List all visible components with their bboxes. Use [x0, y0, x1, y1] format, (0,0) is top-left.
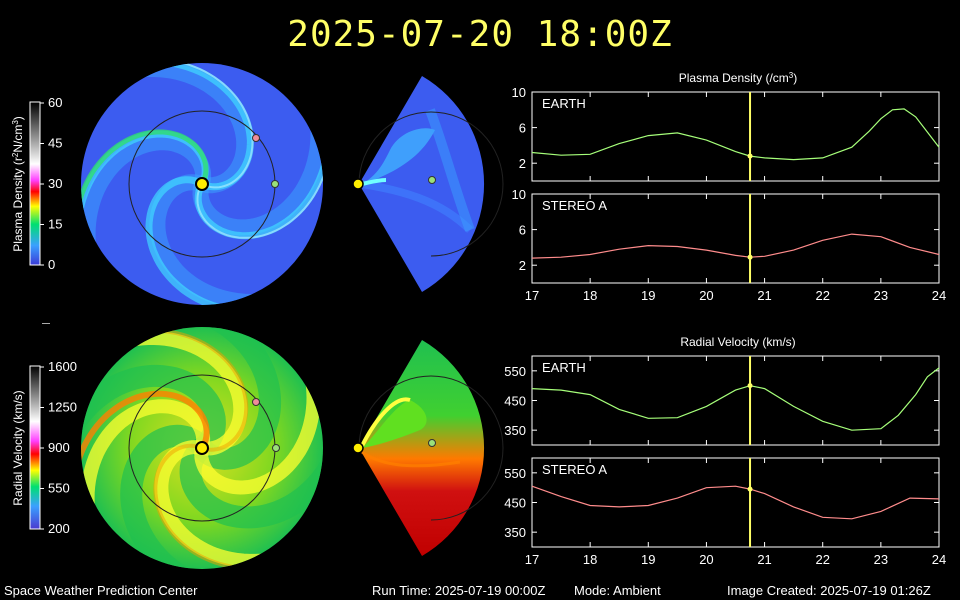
earth-marker: [428, 439, 436, 447]
spiral-arm: [145, 176, 290, 305]
panel-label: EARTH: [542, 360, 586, 375]
colorbar-tick-label: 0: [48, 257, 55, 272]
velocity-chart-title: Radial Velocity (km/s): [680, 335, 795, 349]
current-value-point: [747, 153, 753, 159]
y-tick-label: 10: [512, 187, 526, 202]
timeseries-panel: [531, 193, 940, 284]
x-tick-label: 23: [874, 288, 888, 303]
x-tick-label: 20: [699, 288, 713, 303]
footer-org: Space Weather Prediction Center: [4, 583, 198, 598]
y-tick-label: 450: [504, 496, 526, 511]
sun-icon: [195, 441, 209, 455]
density-colorbar-label: Plasma Density (r2N/cm3): [11, 116, 25, 252]
panel-label: EARTH: [542, 96, 586, 111]
timeseries-panel: [531, 355, 940, 446]
timeseries-panel: [531, 457, 940, 548]
spiral-arm: [81, 129, 209, 274]
y-tick-label: 550: [504, 364, 526, 379]
x-tick-label: 22: [815, 552, 829, 567]
colorbar-tick-label: 30: [48, 176, 62, 191]
separator-mark: [42, 323, 50, 324]
y-tick-label: 2: [519, 258, 526, 273]
colorbar-tick-label: 1600: [48, 359, 77, 374]
spiral-arm: [196, 101, 323, 239]
density-colorbar: 60 45 30 15 0 Plasma Density (r2N/cm3): [11, 95, 62, 272]
velocity-colorbar: 1600 1250 900 550 200 Radial Velocity (km/s): [11, 359, 77, 536]
timeseries-panel: [531, 91, 940, 182]
colorbar-tick-label: 550: [48, 481, 70, 496]
y-tick-label: 450: [504, 394, 526, 409]
colorbar-tick-label: 200: [48, 521, 70, 536]
y-tick-label: 350: [504, 525, 526, 540]
panel-label: STEREO A: [542, 198, 607, 213]
y-tick-label: 10: [512, 85, 526, 100]
series-line: [531, 108, 940, 161]
colorbar-tick-label: 900: [48, 440, 70, 455]
velocity-colorbar-label: Radial Velocity (km/s): [11, 390, 25, 505]
footer-mode: Mode: Ambient: [574, 583, 661, 598]
x-tick-label: 21: [757, 552, 771, 567]
x-tick-label: 23: [874, 552, 888, 567]
series-line: [531, 367, 940, 431]
stereo-a-marker: [252, 398, 260, 406]
sun-icon: [352, 442, 364, 454]
density-ecliptic-disk: [81, 63, 323, 305]
series-line: [531, 233, 940, 259]
colorbar-tick-label: 15: [48, 217, 62, 232]
x-tick-label: 21: [757, 288, 771, 303]
density-chart-title: Plasma Density (/cm3): [679, 71, 797, 85]
velocity-meridional-wedge: [352, 340, 504, 556]
y-tick-label: 6: [519, 223, 526, 238]
y-tick-label: 6: [519, 121, 526, 136]
x-tick-label: 17: [525, 288, 539, 303]
panel-label: STEREO A: [542, 462, 607, 477]
x-tick-label: 24: [932, 288, 946, 303]
spiral-arm: [179, 403, 323, 529]
y-tick-label: 350: [504, 423, 526, 438]
earth-marker: [428, 176, 436, 184]
x-tick-label: 17: [525, 552, 539, 567]
x-tick-label: 24: [932, 552, 946, 567]
spiral-arm: [81, 390, 210, 532]
footer-created: Image Created: 2025-07-19 01:26Z: [727, 583, 931, 598]
sun-icon: [352, 178, 364, 190]
current-value-point: [747, 383, 753, 389]
x-tick-label: 19: [641, 288, 655, 303]
velocity-ecliptic-disk: [81, 327, 323, 569]
y-tick-label: 2: [519, 156, 526, 171]
current-value-point: [747, 254, 753, 260]
earth-marker: [271, 180, 279, 188]
x-tick-label: 18: [583, 552, 597, 567]
footer-run-time: Run Time: 2025-07-19 00:00Z: [372, 583, 546, 598]
current-value-point: [747, 486, 753, 492]
colorbar-tick-label: 60: [48, 95, 62, 110]
x-tick-label: 18: [583, 288, 597, 303]
spiral-arm: [152, 327, 282, 470]
earth-marker: [272, 444, 280, 452]
spiral-arm: [194, 92, 323, 240]
sun-icon: [195, 177, 209, 191]
colorbar-tick-label: 1250: [48, 400, 77, 415]
colorbar-tick-label: 45: [48, 136, 62, 151]
timestamp-title: 2025-07-20 18:00Z: [287, 14, 673, 55]
x-tick-label: 20: [699, 552, 713, 567]
stereo-a-marker: [252, 134, 260, 142]
x-tick-label: 19: [641, 552, 655, 567]
spiral-arm: [101, 63, 254, 191]
x-tick-label: 22: [815, 288, 829, 303]
y-tick-label: 550: [504, 466, 526, 481]
spiral-arm: [109, 63, 254, 189]
density-meridional-wedge: [352, 76, 504, 292]
series-line: [531, 485, 940, 520]
